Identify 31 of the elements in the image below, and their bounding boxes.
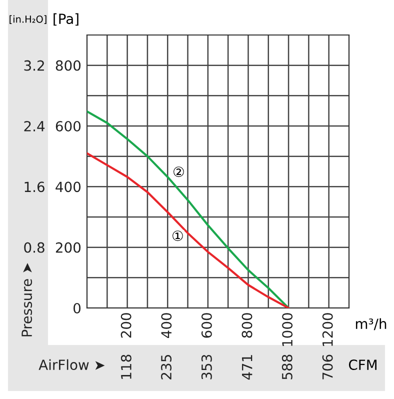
x-tick-label: 600: [201, 313, 212, 338]
x2-tick-label: 353: [201, 354, 212, 380]
annotation: ①: [172, 230, 183, 241]
y2-axis-title: [in.H₂O]: [10, 15, 46, 24]
y-tick-label: 600: [56, 120, 81, 132]
x-tick-label: 800: [242, 313, 252, 338]
x-tick-label: 200: [120, 313, 132, 338]
x2-tick-label: 706: [322, 354, 333, 380]
annotation: ②: [174, 166, 184, 177]
x-tick-label: 1200: [322, 313, 333, 346]
x2-axis-title: CFM: [348, 360, 376, 370]
line-series: [87, 110, 290, 308]
x2-tick-label: 118: [120, 354, 132, 379]
y2-tick-label: 3.2: [24, 60, 44, 71]
line-series: [87, 152, 290, 308]
x-axis-title: m³/h: [356, 318, 386, 330]
text: Pressure ➤: [22, 263, 32, 336]
y-tick-label: 0: [74, 302, 81, 314]
y-axis-title: [Pa]: [54, 13, 78, 26]
x2-tick-label: 588: [282, 354, 292, 380]
y-tick-label: 200: [56, 242, 81, 253]
x-tick-label: 400: [161, 313, 172, 338]
x-tick-label: 1000: [282, 313, 293, 346]
y2-tick-label: 0.8: [24, 242, 44, 253]
text: AirFlow ➤: [38, 359, 105, 370]
y2-tick-label: 1.6: [24, 182, 44, 192]
y-tick-label: 400: [56, 182, 81, 192]
y-tick-label: 800: [56, 60, 81, 71]
x2-tick-label: 471: [242, 355, 252, 380]
x2-tick-label: 235: [161, 355, 172, 380]
y2-tick-label: 2.4: [24, 120, 45, 132]
